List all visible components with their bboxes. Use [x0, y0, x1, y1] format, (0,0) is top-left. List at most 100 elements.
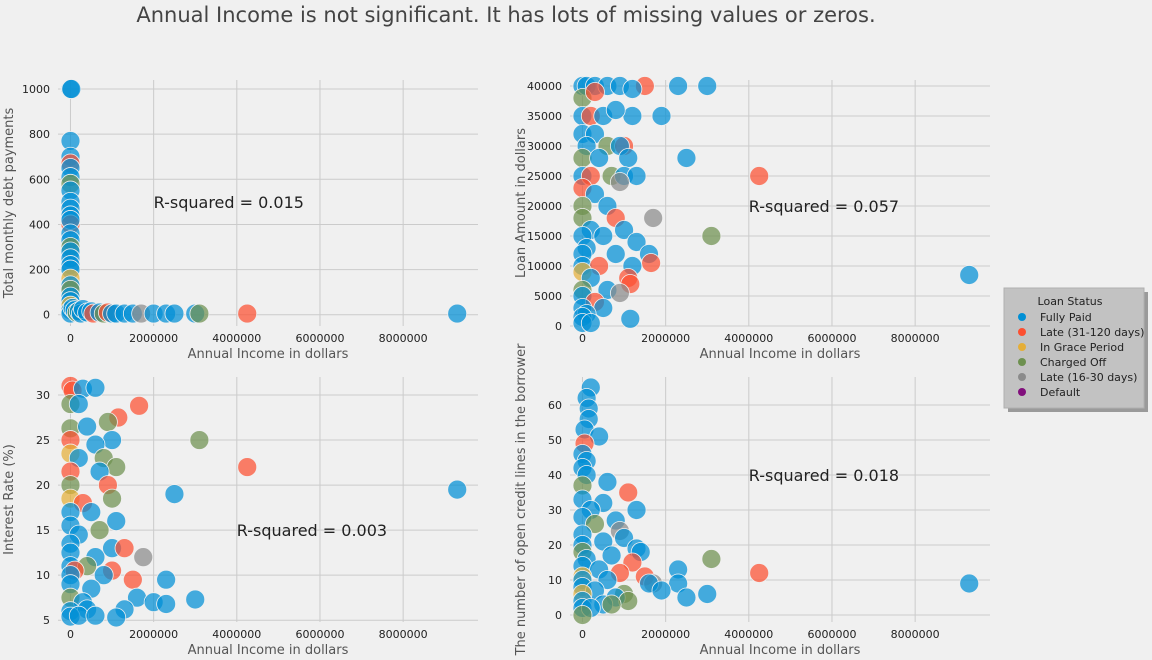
scatter-point: [618, 591, 639, 611]
scatter-point: [189, 430, 210, 450]
scatter-point: [593, 226, 614, 246]
y-tick-label: 25000: [527, 170, 562, 183]
y-tick-label: 40000: [527, 80, 562, 93]
r-squared-annotation: R-squared = 0.015: [154, 193, 304, 212]
y-tick-label: 0: [555, 609, 562, 622]
legend-entry-label: Charged Off: [1040, 356, 1107, 369]
subplot-open-credit-lines: 0 2000000 4000000 6000000 8000000 0 10 20 30 40 50…: [514, 343, 990, 658]
scatter-point: [164, 303, 185, 324]
x-tick-label: 8000000: [891, 332, 940, 345]
scatter-point: [68, 394, 89, 414]
scatter-point: [589, 148, 610, 168]
legend-marker: [1018, 388, 1026, 396]
scatter-point: [593, 298, 614, 318]
suptitle: Annual Income is not significant. It has…: [136, 3, 875, 27]
x-tick-label: 8000000: [891, 628, 940, 641]
scatter-point: [601, 545, 622, 566]
y-tick-label: 30: [36, 389, 50, 402]
scatter-point: [697, 584, 718, 604]
subplot-debt-payments: 0 2000000 4000000 6000000 8000000 0 200 400 600 8…: [2, 79, 478, 362]
x-tick-label: 4000000: [724, 628, 773, 641]
legend-entry-label: Fully Paid: [1040, 311, 1092, 324]
x-tick-label: 6000000: [295, 628, 344, 641]
x-tick-label: 6000000: [807, 628, 856, 641]
scatter-point: [626, 232, 647, 252]
r-squared-annotation: R-squared = 0.018: [749, 466, 899, 485]
x-tick-label: 4000000: [212, 628, 261, 641]
scatter-point: [749, 166, 770, 186]
scatter-point: [959, 573, 980, 594]
scatter-point: [114, 538, 135, 559]
x-tick-label: 2000000: [129, 332, 178, 345]
y-axis-label: Loan Amount in dollars: [514, 128, 529, 278]
legend-marker: [1018, 373, 1026, 381]
y-tick-label: 600: [29, 173, 50, 186]
y-tick-label: 30: [548, 504, 562, 517]
scatter-point: [156, 569, 177, 590]
y-tick-label: 400: [29, 218, 50, 231]
x-tick-label: 8000000: [379, 628, 428, 641]
r-squared-annotation: R-squared = 0.003: [237, 521, 387, 540]
y-tick-label: 10: [548, 574, 562, 587]
legend-box: [1003, 287, 1145, 409]
scatter-point: [237, 457, 258, 477]
scatter-point: [676, 148, 697, 168]
legend: Loan Status Fully Paid Late (31-120 days)…: [1003, 287, 1148, 412]
x-tick-label: 0: [67, 332, 74, 345]
scatter-point: [676, 587, 697, 608]
scatter-point: [93, 565, 114, 586]
scatter-point: [106, 607, 127, 628]
scatter-point: [572, 148, 593, 168]
x-tick-label: 2000000: [641, 332, 690, 345]
y-axis-label: Total monthly debt payments: [2, 108, 17, 300]
y-tick-label: 30000: [527, 140, 562, 153]
subplot-interest-rate: 0 2000000 4000000 6000000 8000000 5 10 15 20 25 30…: [2, 376, 478, 658]
scatter-point: [614, 220, 634, 240]
y-tick-label: 20: [548, 539, 562, 552]
x-axis-label: Annual Income in dollars: [188, 643, 349, 658]
scatter-point: [106, 457, 127, 477]
scatter-point: [102, 488, 122, 509]
r-squared-annotation: R-squared = 0.057: [749, 197, 899, 216]
y-tick-label: 10: [36, 569, 50, 582]
y-tick-label: 35000: [527, 110, 562, 123]
scatter-point: [605, 244, 626, 264]
scatter-point: [697, 76, 718, 96]
scatter-point: [643, 208, 664, 228]
x-tick-label: 4000000: [724, 332, 773, 345]
scatter-point: [585, 82, 605, 102]
scatter-point: [597, 472, 618, 492]
scatter-point: [701, 226, 722, 246]
x-tick-label: 0: [579, 332, 586, 345]
y-tick-label: 5: [43, 614, 50, 627]
scatter-point: [61, 79, 82, 99]
scatter-point: [81, 502, 102, 523]
y-tick-label: 200: [29, 264, 50, 277]
y-axis-label: Interest Rate (%): [2, 444, 17, 555]
scatter-point: [98, 412, 118, 432]
legend-entry-label: Late (31-120 days): [1040, 326, 1144, 339]
scatter-point: [701, 549, 722, 569]
scatter-point: [447, 479, 468, 500]
x-tick-label: 6000000: [807, 332, 856, 345]
scatter-point: [749, 563, 770, 583]
scatter-point: [85, 377, 106, 398]
scatter-point: [585, 184, 605, 204]
scatter-point: [610, 283, 630, 303]
subplot-loan-amount: 0 2000000 4000000 6000000 8000000 0 5000 10000 1…: [514, 76, 990, 362]
scatter-point: [122, 569, 143, 590]
x-tick-label: 0: [67, 628, 74, 641]
scatter-point: [129, 395, 149, 416]
scatter-point: [651, 580, 672, 601]
x-tick-label: 6000000: [295, 332, 344, 345]
y-tick-label: 0: [43, 309, 50, 322]
scatter-point: [85, 605, 106, 626]
scatter-point: [622, 106, 643, 126]
scatter-point: [651, 106, 672, 126]
scatter-point: [68, 605, 89, 626]
x-tick-label: 4000000: [212, 332, 261, 345]
x-tick-label: 2000000: [129, 628, 178, 641]
scatter-point: [237, 303, 258, 324]
scatter-point: [622, 79, 643, 99]
